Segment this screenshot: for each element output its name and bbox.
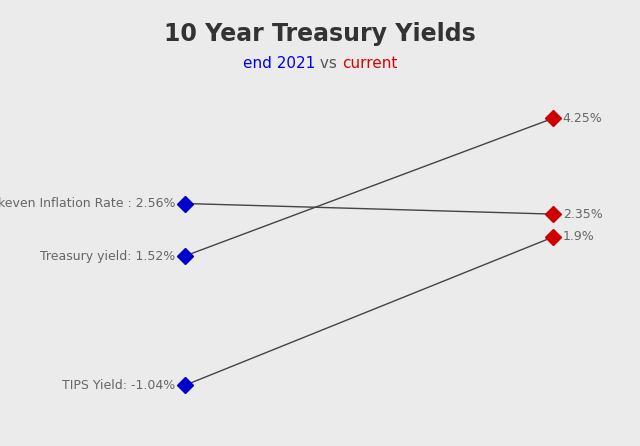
Text: Treasury yield: 1.52%: Treasury yield: 1.52% <box>40 249 175 263</box>
Text: TIPS Yield: -1.04%: TIPS Yield: -1.04% <box>62 379 175 392</box>
Text: 2.35%: 2.35% <box>563 207 602 221</box>
Text: Breakeven Inflation Rate : 2.56%: Breakeven Inflation Rate : 2.56% <box>0 197 175 210</box>
Text: vs: vs <box>315 56 342 71</box>
Text: 4.25%: 4.25% <box>563 112 602 125</box>
Text: current: current <box>342 56 397 71</box>
Text: 1.9%: 1.9% <box>563 230 595 244</box>
Text: end 2021: end 2021 <box>243 56 315 71</box>
Text: 10 Year Treasury Yields: 10 Year Treasury Yields <box>164 22 476 46</box>
